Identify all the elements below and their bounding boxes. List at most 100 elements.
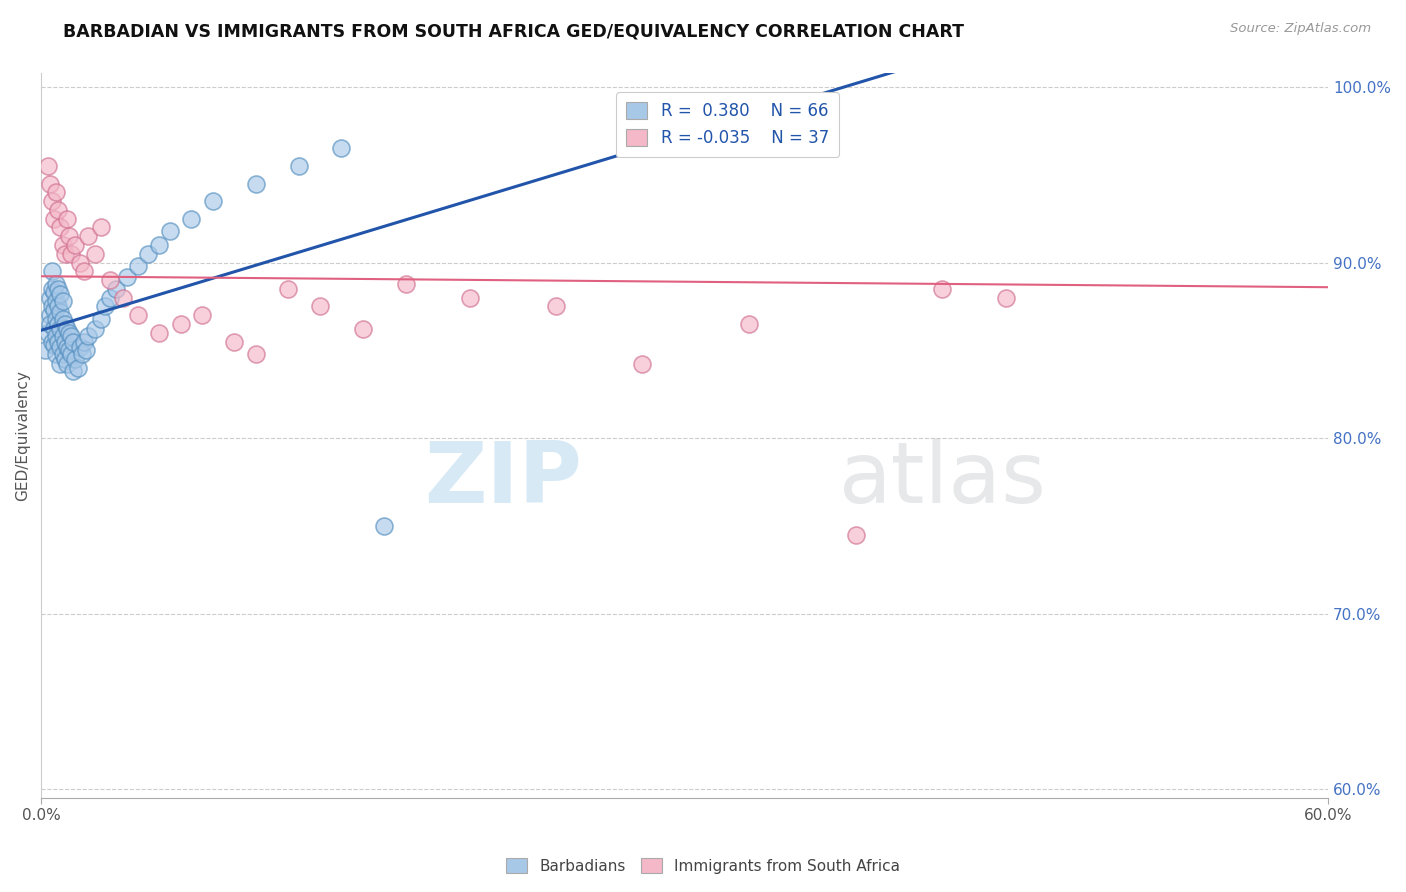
Point: [41, 334, 63, 349]
Point: [148, 326, 170, 340]
Point: [53, 247, 76, 261]
Point: [65, 352, 87, 367]
Point: [330, 141, 353, 155]
Point: [127, 259, 149, 273]
Point: [46, 202, 69, 217]
Point: [995, 291, 1018, 305]
Point: [845, 527, 868, 541]
Text: Source: ZipAtlas.com: Source: ZipAtlas.com: [1230, 22, 1371, 36]
Point: [544, 300, 567, 314]
Y-axis label: GED/Equivalency: GED/Equivalency: [15, 370, 30, 501]
Point: [58, 229, 80, 244]
Point: [62, 334, 84, 349]
Point: [49, 340, 72, 354]
Point: [45, 186, 67, 200]
Point: [42, 303, 65, 318]
Point: [58, 343, 80, 358]
Point: [69, 340, 91, 354]
Point: [111, 291, 134, 305]
Text: BARBADIAN VS IMMIGRANTS FROM SOUTH AFRICA GED/EQUIVALENCY CORRELATION CHART: BARBADIAN VS IMMIGRANTS FROM SOUTH AFRIC…: [63, 22, 965, 40]
Point: [77, 229, 100, 244]
Point: [60, 247, 83, 261]
Point: [46, 317, 69, 331]
Point: [46, 282, 69, 296]
Point: [127, 308, 149, 322]
Point: [53, 334, 76, 349]
Point: [245, 347, 267, 361]
Point: [37, 326, 59, 340]
Point: [49, 358, 72, 372]
Point: [70, 347, 93, 361]
Point: [738, 317, 761, 331]
Point: [66, 360, 89, 375]
Point: [395, 277, 418, 291]
Point: [41, 264, 63, 278]
Point: [630, 358, 652, 372]
Point: [62, 364, 84, 378]
Point: [75, 343, 97, 358]
Point: [49, 322, 72, 336]
Text: atlas: atlas: [839, 438, 1047, 521]
Point: [115, 269, 138, 284]
Point: [90, 220, 112, 235]
Point: [56, 340, 79, 354]
Point: [51, 238, 73, 252]
Point: [42, 285, 65, 300]
Point: [56, 211, 79, 226]
Point: [51, 294, 73, 309]
Point: [98, 273, 121, 287]
Point: [49, 304, 72, 318]
Legend: Barbadians, Immigrants from South Africa: Barbadians, Immigrants from South Africa: [499, 852, 907, 880]
Point: [277, 282, 299, 296]
Point: [51, 329, 73, 343]
Point: [42, 338, 65, 352]
Point: [45, 294, 67, 309]
Point: [42, 211, 65, 226]
Point: [73, 334, 96, 349]
Point: [373, 519, 395, 533]
Point: [352, 322, 374, 336]
Point: [46, 334, 69, 349]
Point: [41, 300, 63, 314]
Point: [309, 300, 332, 314]
Point: [56, 358, 79, 372]
Point: [45, 329, 67, 343]
Point: [60, 329, 83, 343]
Point: [41, 194, 63, 208]
Point: [191, 308, 214, 322]
Point: [53, 352, 76, 367]
Point: [931, 282, 953, 296]
Point: [51, 347, 73, 361]
Point: [46, 300, 69, 314]
Point: [51, 311, 73, 326]
Text: ZIP: ZIP: [425, 438, 582, 521]
Point: [77, 329, 100, 343]
Point: [45, 347, 67, 361]
Point: [38, 291, 60, 305]
Point: [90, 311, 112, 326]
Point: [159, 224, 181, 238]
Point: [53, 317, 76, 331]
Point: [148, 238, 170, 252]
Point: [287, 159, 309, 173]
Point: [42, 320, 65, 334]
Point: [49, 220, 72, 235]
Point: [83, 247, 105, 261]
Point: [38, 317, 60, 331]
Point: [34, 343, 56, 358]
Point: [45, 277, 67, 291]
Point: [38, 177, 60, 191]
Point: [49, 287, 72, 301]
Point: [94, 300, 117, 314]
Point: [56, 322, 79, 336]
Point: [58, 326, 80, 340]
Point: [138, 247, 160, 261]
Point: [83, 322, 105, 336]
Point: [65, 238, 87, 252]
Point: [169, 317, 191, 331]
Point: [69, 255, 91, 269]
Point: [98, 291, 121, 305]
Point: [45, 311, 67, 326]
Point: [73, 264, 96, 278]
Point: [245, 177, 267, 191]
